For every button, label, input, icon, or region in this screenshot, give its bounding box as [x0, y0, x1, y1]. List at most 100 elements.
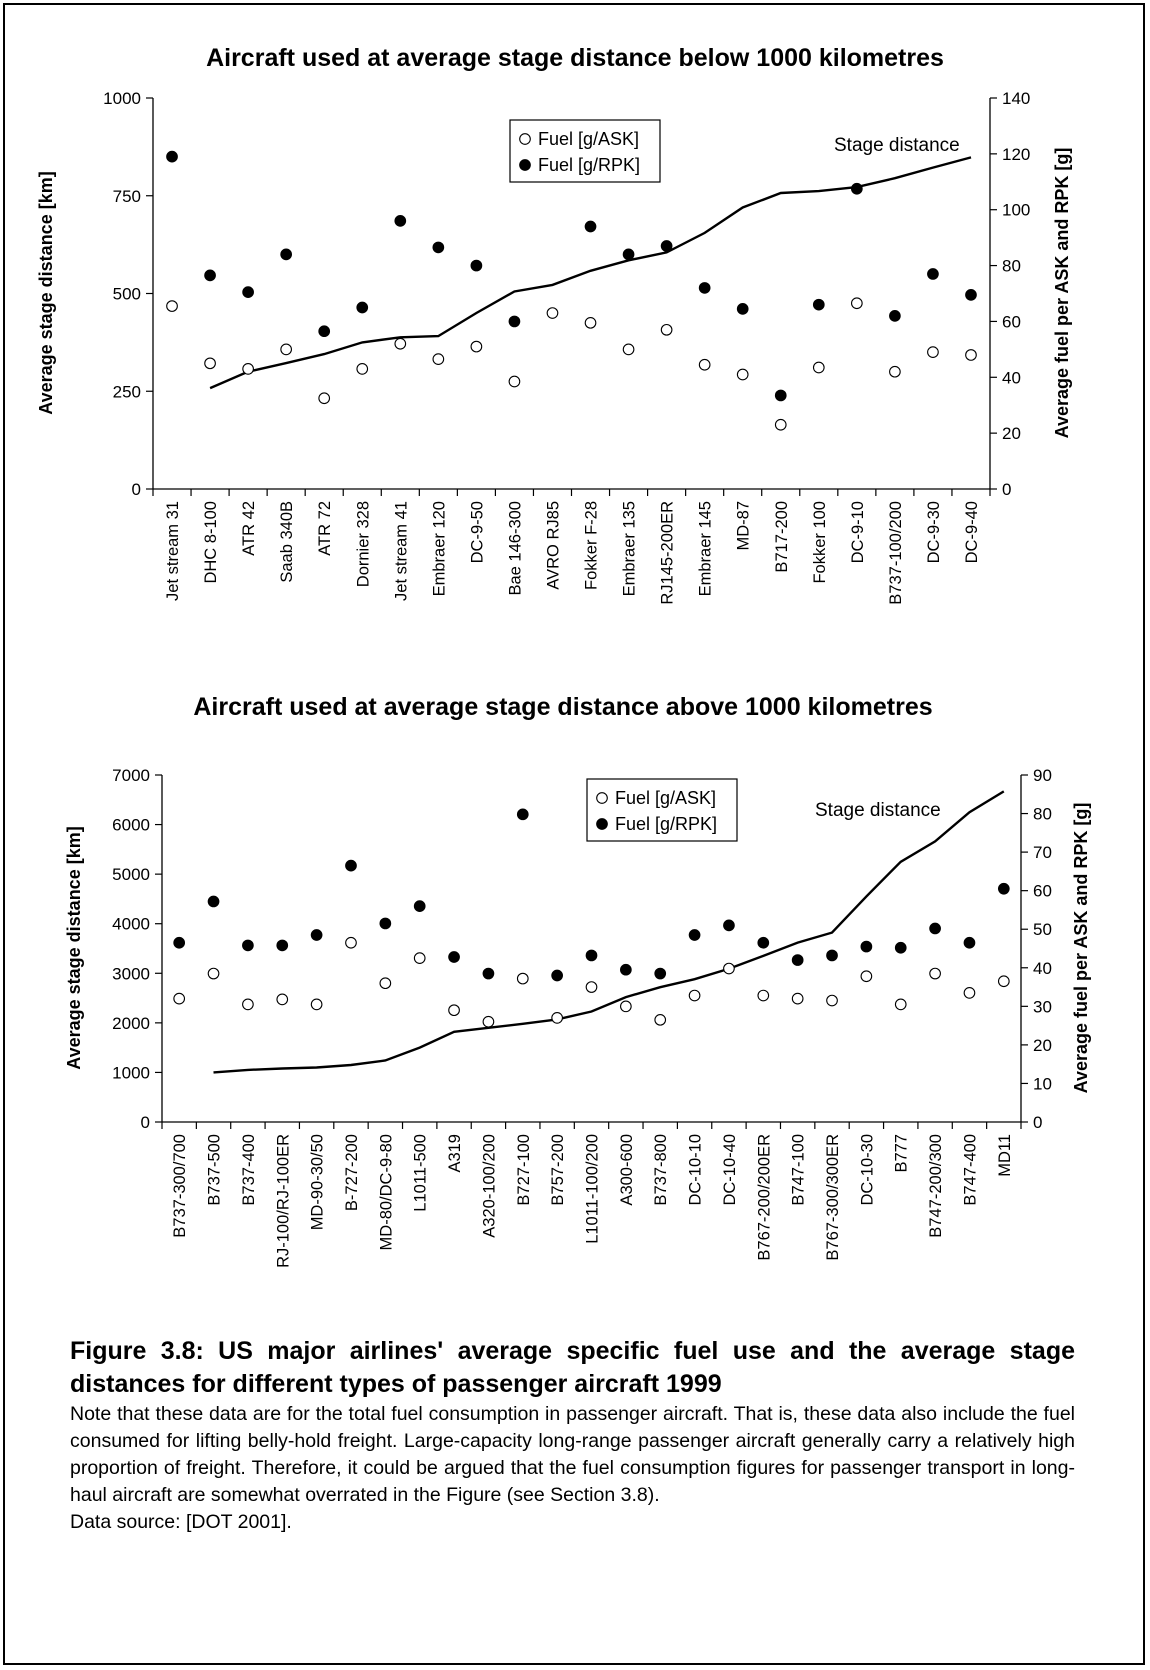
point-fuel-ask	[826, 994, 838, 1007]
y-tick-label-left: 0	[141, 1113, 150, 1132]
x-tick-label: B717-200	[773, 501, 791, 573]
chart-below-1000km: Aircraft used at average stage distance …	[36, 44, 1072, 605]
y-tick-label-left: 0	[132, 480, 141, 499]
point-fuel-rpk	[997, 882, 1010, 895]
y-axis-label-right: Average fuel per ASK and RPK [g]	[1052, 148, 1072, 439]
y-tick-label-left: 3000	[112, 964, 150, 983]
x-tick-label: DC-9-10	[849, 501, 867, 563]
point-fuel-rpk	[551, 969, 563, 982]
x-tick-label: Jet stream 31	[164, 501, 182, 601]
point-fuel-rpk	[723, 919, 735, 932]
point-fuel-ask	[432, 353, 445, 365]
point-fuel-rpk	[310, 929, 323, 941]
x-tick-label: ATR 42	[240, 501, 258, 556]
y-tick-label-left: 2000	[112, 1014, 150, 1033]
point-fuel-rpk	[774, 389, 787, 402]
point-fuel-ask	[448, 1004, 460, 1017]
point-fuel-ask	[889, 365, 901, 378]
legend-label-rpk: Fuel [g/RPK]	[615, 814, 717, 834]
y-tick-label-right: 100	[1002, 201, 1030, 220]
figure-caption: Figure 3.8: US major airlines' average s…	[70, 1335, 1075, 1536]
point-fuel-ask	[207, 967, 220, 980]
point-fuel-rpk	[318, 325, 331, 338]
x-tick-label: B737-400	[240, 1134, 258, 1206]
point-fuel-rpk	[166, 150, 178, 163]
point-fuel-rpk	[173, 936, 186, 949]
point-fuel-rpk	[242, 286, 254, 298]
point-fuel-ask	[242, 363, 254, 375]
point-fuel-ask	[929, 967, 941, 980]
point-fuel-rpk	[791, 954, 804, 966]
x-tick-label: A300-600	[618, 1134, 636, 1206]
point-fuel-ask	[482, 1015, 495, 1028]
point-fuel-ask	[204, 357, 216, 370]
point-fuel-ask	[546, 307, 559, 319]
point-fuel-rpk	[927, 268, 939, 280]
legend-marker-rpk	[519, 159, 531, 171]
y-tick-label-right: 40	[1002, 368, 1021, 387]
y-axis-label-left: Average stage distance [km]	[36, 171, 56, 414]
legend-marker-ask	[519, 133, 531, 145]
point-fuel-ask	[997, 975, 1010, 988]
point-fuel-rpk	[757, 936, 770, 949]
point-fuel-ask	[774, 418, 787, 431]
point-fuel-ask	[965, 349, 977, 361]
x-tick-label: B727-100	[515, 1134, 533, 1206]
x-tick-label: ATR 72	[316, 501, 334, 556]
x-tick-label: DC-10-30	[858, 1134, 876, 1206]
y-axis-label-right: Average fuel per ASK and RPK [g]	[1071, 803, 1091, 1094]
x-tick-label: B737-300/700	[171, 1134, 189, 1238]
point-fuel-ask	[551, 1012, 563, 1024]
y-tick-label-right: 120	[1002, 145, 1030, 164]
x-tick-label: DC-9-30	[925, 501, 943, 563]
x-tick-label: B767-300/300ER	[824, 1134, 842, 1261]
y-tick-label-right: 30	[1033, 997, 1052, 1016]
point-fuel-rpk	[894, 941, 907, 954]
point-fuel-rpk	[889, 309, 901, 322]
x-tick-label: AVRO RJ85	[544, 501, 562, 590]
x-tick-label: MD11	[996, 1134, 1014, 1177]
point-fuel-ask	[850, 297, 863, 310]
y-axis-label-left: Average stage distance [km]	[64, 826, 84, 1069]
x-tick-label: B747-100	[790, 1134, 808, 1206]
x-tick-label: L1011-100/200	[584, 1134, 602, 1244]
point-fuel-ask	[173, 992, 186, 1005]
point-fuel-ask	[310, 998, 323, 1011]
y-tick-label-left: 4000	[112, 915, 150, 934]
chart-title: Aircraft used at average stage distance …	[193, 693, 932, 721]
x-tick-label: B747-400	[961, 1134, 979, 1206]
point-fuel-rpk	[242, 939, 254, 952]
figure-frame	[3, 3, 1145, 1665]
point-fuel-ask	[620, 1000, 632, 1013]
y-tick-label-right: 50	[1033, 920, 1052, 939]
point-fuel-rpk	[204, 269, 216, 282]
point-fuel-ask	[963, 986, 976, 999]
point-fuel-ask	[791, 992, 804, 1005]
point-fuel-ask	[622, 343, 635, 356]
y-tick-label-right: 20	[1002, 424, 1021, 443]
point-fuel-rpk	[379, 917, 392, 930]
stage-distance-label: Stage distance	[815, 800, 941, 821]
point-fuel-ask	[698, 358, 711, 371]
x-tick-label: B737-500	[206, 1134, 224, 1206]
figure-source: Data source: [DOT 2001].	[70, 1511, 292, 1533]
point-fuel-rpk	[356, 301, 369, 314]
legend-box	[509, 119, 661, 183]
x-tick-label: B747-200/300	[927, 1134, 945, 1238]
y-tick-label-left: 7000	[112, 766, 150, 785]
y-tick-label-right: 0	[1002, 480, 1011, 499]
y-tick-label-right: 10	[1033, 1074, 1052, 1093]
y-tick-label-left: 1000	[103, 89, 141, 108]
point-fuel-rpk	[432, 241, 445, 254]
x-tick-label: B757-200	[549, 1134, 567, 1206]
y-tick-label-right: 80	[1002, 257, 1021, 276]
legend-box	[586, 778, 738, 842]
x-tick-label: Embraer 135	[621, 501, 639, 596]
legend-label-rpk: Fuel [g/RPK]	[538, 155, 640, 175]
point-fuel-rpk	[276, 939, 289, 952]
point-fuel-ask	[280, 343, 293, 356]
y-tick-label-left: 1000	[112, 1063, 150, 1082]
point-fuel-ask	[723, 962, 735, 975]
point-fuel-rpk	[860, 940, 873, 953]
point-fuel-rpk	[508, 315, 521, 328]
